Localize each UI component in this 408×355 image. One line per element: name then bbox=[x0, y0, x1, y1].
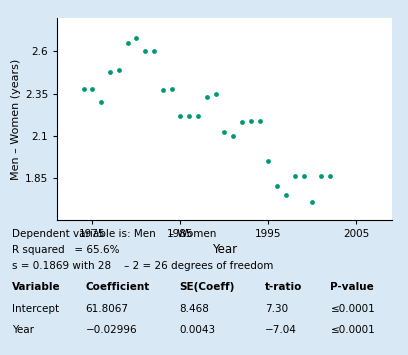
Point bbox=[221, 130, 228, 135]
Point bbox=[98, 99, 104, 105]
Point bbox=[195, 113, 201, 118]
Text: 61.8067: 61.8067 bbox=[86, 304, 129, 313]
Text: Dependent variable is: Men    – Women: Dependent variable is: Men – Women bbox=[12, 229, 217, 239]
Point bbox=[115, 67, 122, 73]
Point bbox=[256, 118, 263, 124]
Point bbox=[160, 87, 166, 93]
Text: 7.30: 7.30 bbox=[265, 304, 288, 313]
Point bbox=[80, 86, 87, 91]
Text: −7.04: −7.04 bbox=[265, 325, 297, 335]
Point bbox=[292, 174, 298, 179]
Text: −0.02996: −0.02996 bbox=[86, 325, 137, 335]
Point bbox=[300, 174, 307, 179]
Text: P-value: P-value bbox=[330, 282, 374, 292]
Point bbox=[309, 199, 316, 204]
Point bbox=[106, 69, 113, 75]
Point bbox=[212, 91, 219, 97]
Point bbox=[133, 35, 140, 41]
Text: ≤0.0001: ≤0.0001 bbox=[330, 325, 375, 335]
Text: R squared   = 65.6%: R squared = 65.6% bbox=[12, 245, 120, 255]
Point bbox=[142, 49, 149, 54]
Text: s = 0.1869 with 28    – 2 = 26 degrees of freedom: s = 0.1869 with 28 – 2 = 26 degrees of f… bbox=[12, 261, 274, 271]
Text: Variable: Variable bbox=[12, 282, 61, 292]
Point bbox=[177, 113, 184, 118]
Point bbox=[283, 192, 289, 198]
Text: Intercept: Intercept bbox=[12, 304, 60, 313]
Point bbox=[327, 174, 333, 179]
X-axis label: Year: Year bbox=[212, 243, 237, 256]
Text: SE(Coeff): SE(Coeff) bbox=[180, 282, 235, 292]
Text: Year: Year bbox=[12, 325, 34, 335]
Point bbox=[274, 184, 280, 189]
Point bbox=[89, 86, 95, 91]
Text: 8.468: 8.468 bbox=[180, 304, 209, 313]
Text: ≤0.0001: ≤0.0001 bbox=[330, 304, 375, 313]
Point bbox=[169, 86, 175, 91]
Point bbox=[124, 40, 131, 46]
Text: t-ratio: t-ratio bbox=[265, 282, 303, 292]
Point bbox=[239, 119, 245, 125]
Text: Coefficient: Coefficient bbox=[86, 282, 150, 292]
Point bbox=[151, 49, 157, 54]
Point bbox=[186, 113, 193, 118]
Point bbox=[265, 158, 272, 164]
Text: 0.0043: 0.0043 bbox=[180, 325, 216, 335]
Point bbox=[318, 174, 324, 179]
Y-axis label: Men – Women (years): Men – Women (years) bbox=[11, 58, 21, 180]
Point bbox=[248, 118, 254, 124]
Point bbox=[204, 94, 210, 100]
Point bbox=[230, 133, 237, 138]
